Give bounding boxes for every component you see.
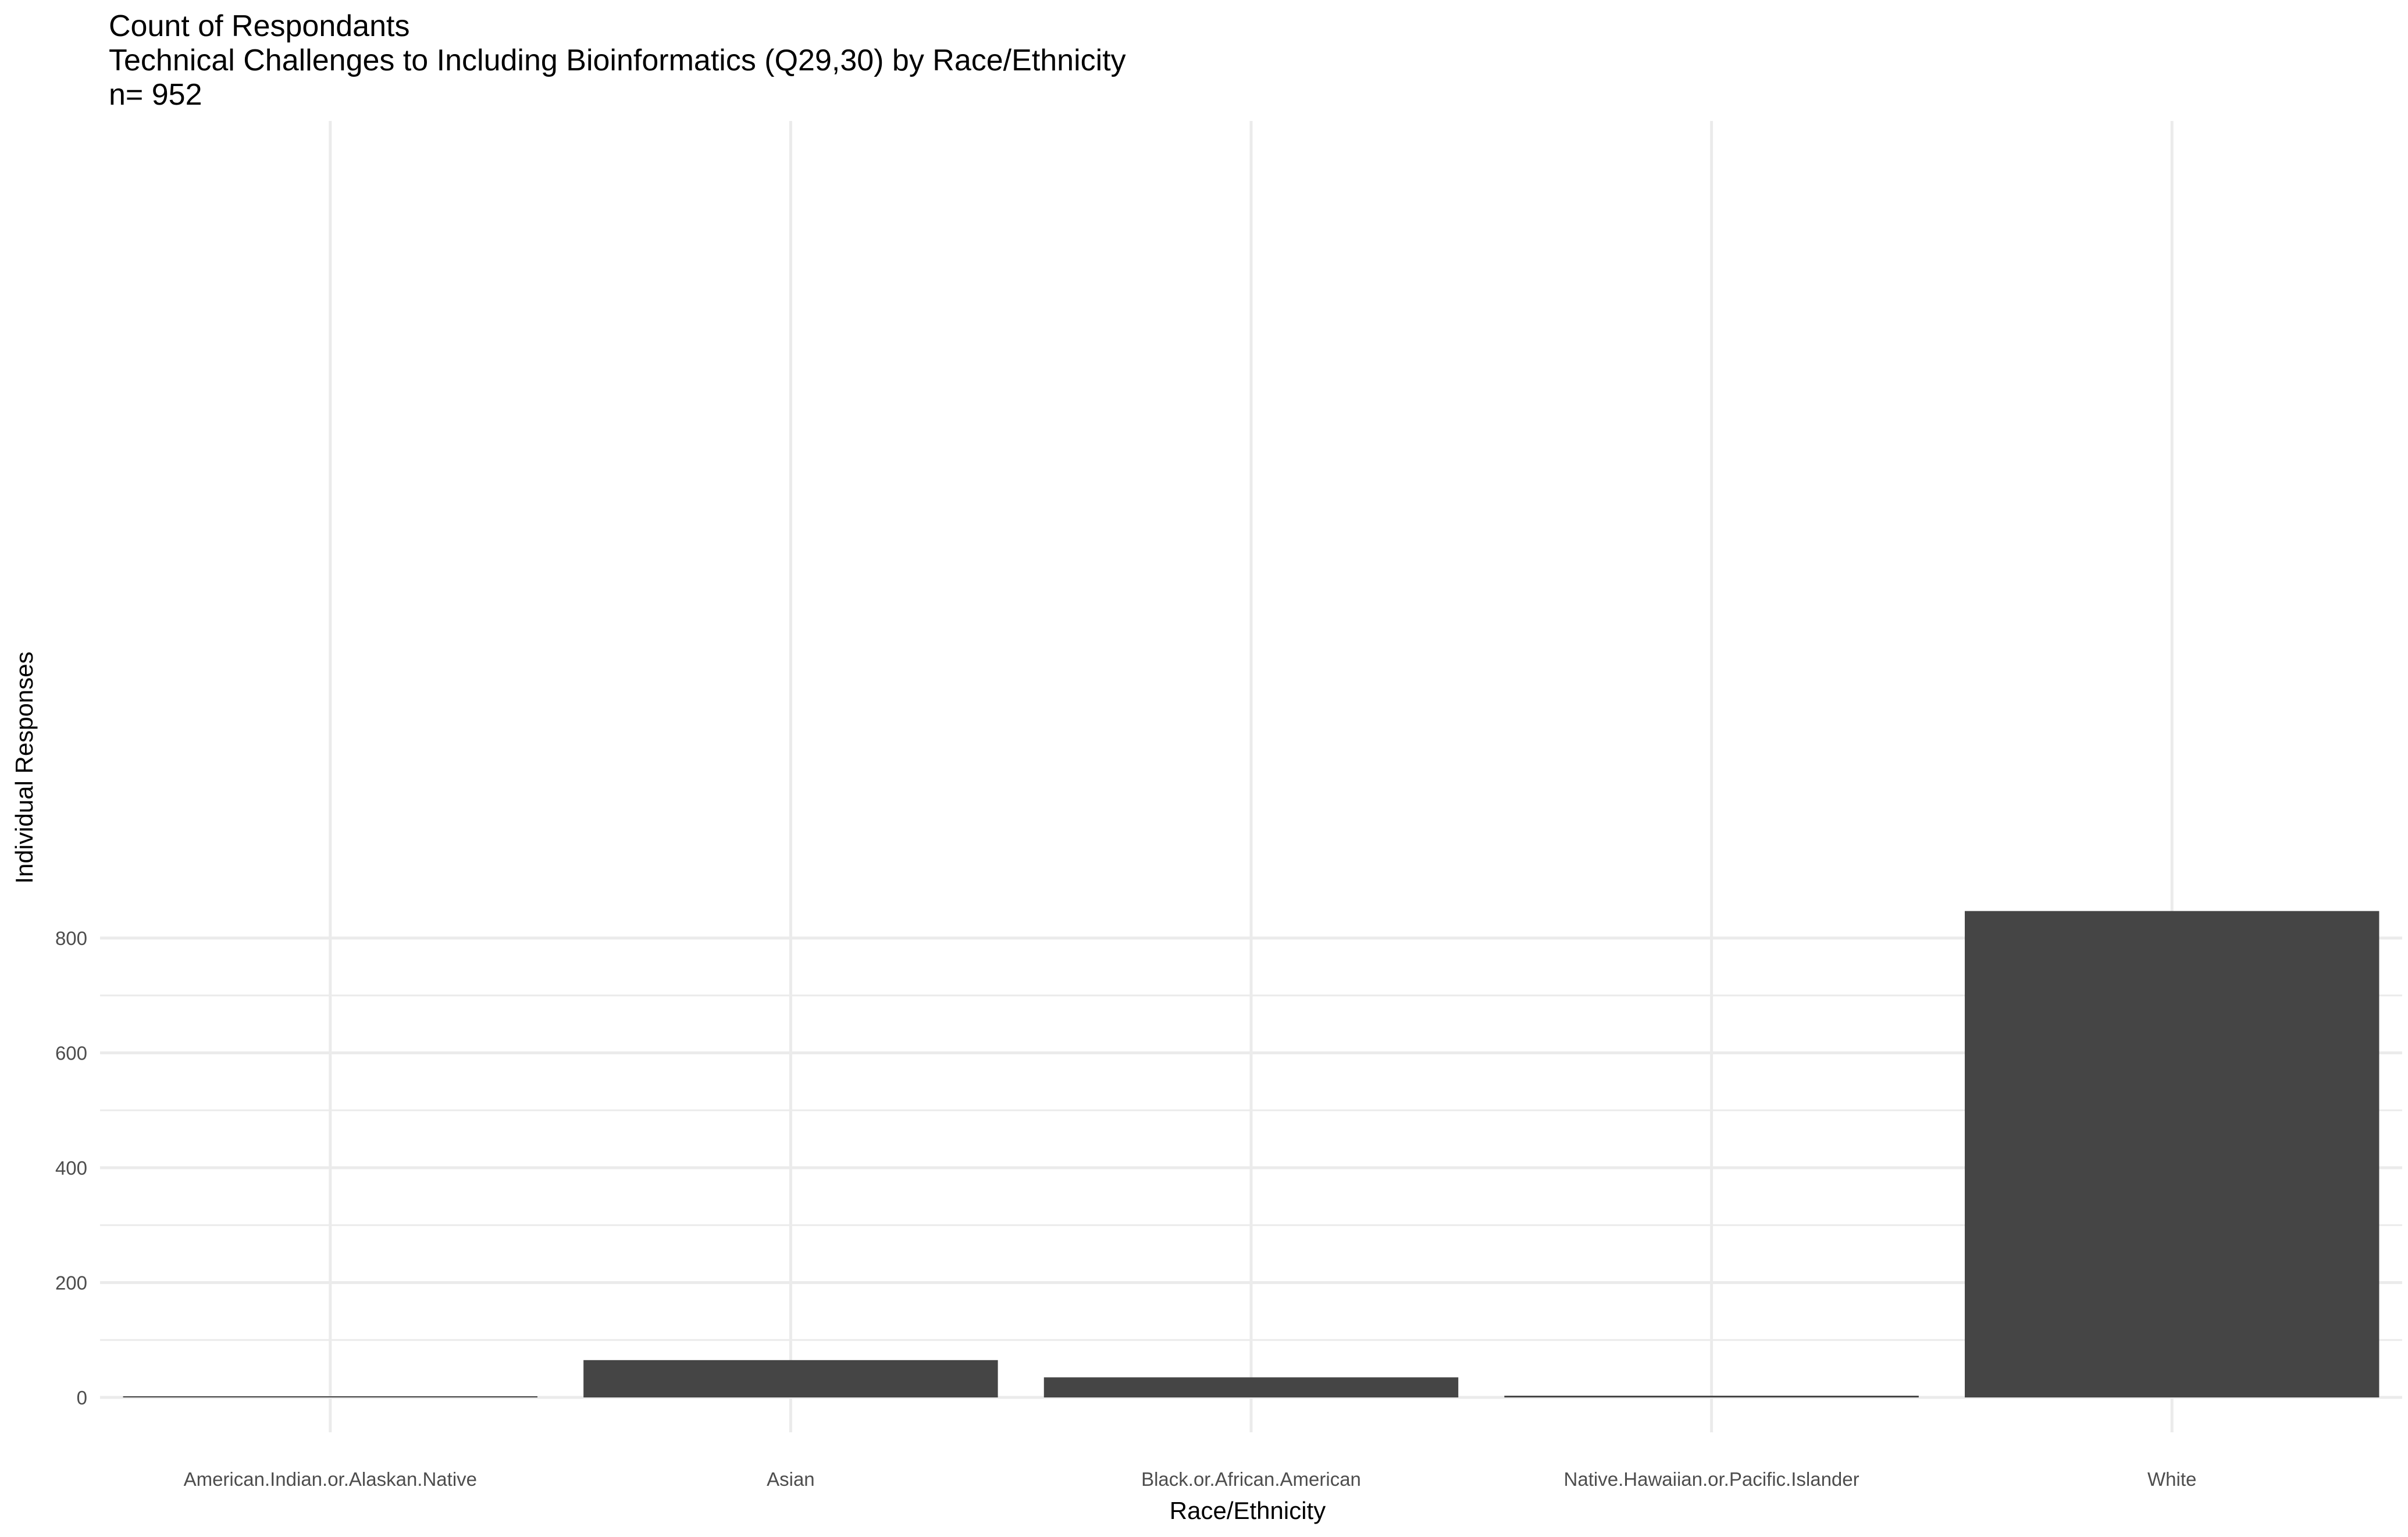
y-axis-ticks: 0 200 400 600 800 bbox=[55, 928, 87, 1408]
x-tick-label: Asian bbox=[767, 1468, 815, 1490]
chart-caption: n= 952 bbox=[109, 78, 202, 112]
x-axis-ticks: American.Indian.or.Alaskan.Native Asian Bl… bbox=[184, 1468, 2197, 1490]
chart-subtitle: Technical Challenges to Including Bioinf… bbox=[109, 44, 1126, 77]
y-axis-title: Individual Responses bbox=[10, 651, 38, 883]
bars bbox=[123, 911, 2379, 1397]
y-tick-label: 600 bbox=[55, 1043, 87, 1064]
y-tick-label: 800 bbox=[55, 928, 87, 949]
x-tick-label: Native.Hawaiian.or.Pacific.Islander bbox=[1564, 1468, 1860, 1490]
bar bbox=[1043, 1377, 1459, 1397]
y-tick-label: 0 bbox=[77, 1387, 87, 1408]
bar bbox=[583, 1360, 998, 1397]
x-tick-label: Black.or.African.American bbox=[1141, 1468, 1361, 1490]
chart-title: Count of Respondants bbox=[109, 9, 409, 43]
y-tick-label: 400 bbox=[55, 1157, 87, 1179]
bar bbox=[1504, 1396, 1919, 1397]
x-tick-label: White bbox=[2147, 1468, 2196, 1490]
bar bbox=[1964, 911, 2379, 1397]
x-axis-title: Race/Ethnicity bbox=[1170, 1497, 1326, 1524]
bar bbox=[123, 1396, 538, 1397]
x-tick-label: American.Indian.or.Alaskan.Native bbox=[184, 1468, 477, 1490]
y-tick-label: 200 bbox=[55, 1272, 87, 1294]
